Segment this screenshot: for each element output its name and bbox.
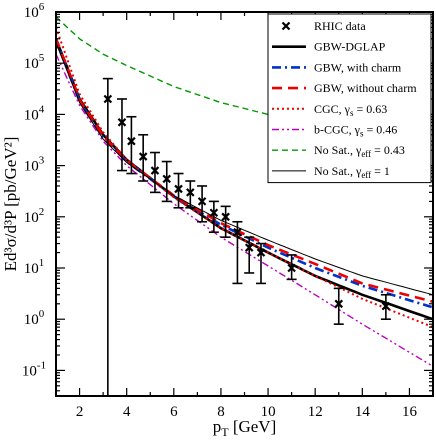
data-point	[286, 254, 297, 281]
y-tick-label: 105	[24, 52, 45, 72]
legend-entry-gbw_charm: GBW, with charm	[272, 60, 402, 74]
legend-entry-gbw_dglap: GBW-DGLAP	[272, 40, 386, 54]
legend-label: GBW-DGLAP	[314, 40, 386, 54]
data-marker	[127, 136, 136, 146]
legend-box	[267, 13, 432, 184]
legend-label: No Sat., γeff = 0.43	[314, 143, 405, 159]
data-marker	[186, 188, 195, 197]
series-line-nosat1	[56, 42, 433, 296]
y-axis-label: Ed³σ/d³P [pb/GeV²]	[1, 137, 20, 272]
data-point	[185, 180, 196, 209]
legend-label: RHIC data	[314, 19, 366, 33]
data-point	[138, 133, 149, 182]
data-marker	[209, 208, 219, 218]
data-point	[208, 200, 219, 234]
data-marker	[174, 184, 183, 194]
y-tick-label: 106	[24, 1, 45, 21]
data-point	[232, 220, 243, 285]
legend-entry-nosat1: No Sat., γeff = 1	[272, 164, 390, 180]
data-point	[116, 98, 127, 172]
series-line-cgc	[56, 27, 433, 329]
data-point	[220, 205, 231, 238]
x-tick-label: 6	[170, 404, 178, 420]
x-tick-label: 14	[355, 404, 371, 420]
x-axis-label: pT [GeV]	[213, 417, 277, 439]
series-line-bcgc	[56, 53, 433, 367]
legend-label: No Sat., γeff = 1	[314, 164, 390, 180]
series-layer	[56, 16, 433, 367]
data-marker	[150, 166, 160, 175]
legend-entry-gbw_nocharm: GBW, without charm	[272, 81, 417, 95]
legend-entry-data: RHIC data	[281, 19, 366, 33]
data-marker	[221, 212, 230, 222]
series-line-gbw_nocharm	[56, 38, 433, 303]
data-marker	[138, 152, 148, 161]
legend-entry-cgc: CGC, γs = 0.63	[272, 102, 387, 118]
data-marker	[244, 243, 254, 252]
data-points-layer	[102, 77, 391, 396]
data-point	[255, 242, 266, 285]
legend-label: b-CGC, γs = 0.46	[314, 123, 397, 139]
y-tick-label: 103	[24, 155, 45, 175]
data-point	[161, 160, 172, 203]
data-marker	[117, 118, 127, 127]
legend: RHIC data GBW-DGLAP GBW, with charm GBW, wi…	[267, 13, 432, 184]
data-point	[149, 151, 160, 194]
legend-label: GBW, without charm	[314, 81, 417, 95]
x-tick-label: 12	[308, 404, 323, 420]
x-tick-label: 16	[402, 404, 418, 420]
data-marker	[233, 227, 242, 237]
x-tick-label: 2	[76, 404, 84, 420]
legend-label: GBW, with charm	[314, 60, 402, 74]
data-marker	[287, 263, 296, 273]
legend-entry-nosat043: No Sat., γeff = 0.43	[272, 143, 405, 159]
data-point	[380, 293, 391, 321]
data-point	[197, 185, 208, 223]
y-tick-label: 10-1	[22, 359, 46, 379]
data-marker	[162, 174, 172, 184]
data-marker	[334, 299, 344, 309]
data-point	[333, 287, 344, 325]
x-tick-label: 10	[261, 404, 276, 420]
legend-label: CGC, γs = 0.63	[314, 102, 387, 118]
y-tick-label: 104	[24, 103, 45, 123]
data-point	[126, 115, 137, 175]
legend-marker	[281, 21, 291, 31]
legend-entry-bcgc: b-CGC, γs = 0.46	[272, 123, 397, 139]
x-tick-label: 8	[217, 404, 225, 420]
data-point	[173, 172, 184, 209]
data-marker	[256, 248, 266, 257]
series-line-nosat043	[56, 16, 433, 146]
y-tick-label: 100	[24, 308, 45, 328]
data-marker	[197, 197, 207, 206]
x-tick-label: 4	[123, 404, 131, 420]
y-tick-label: 102	[24, 206, 45, 226]
data-marker	[103, 94, 113, 104]
data-point	[102, 77, 113, 396]
data-marker	[381, 301, 391, 311]
data-point	[244, 236, 255, 274]
y-tick-label: 101	[24, 257, 45, 277]
